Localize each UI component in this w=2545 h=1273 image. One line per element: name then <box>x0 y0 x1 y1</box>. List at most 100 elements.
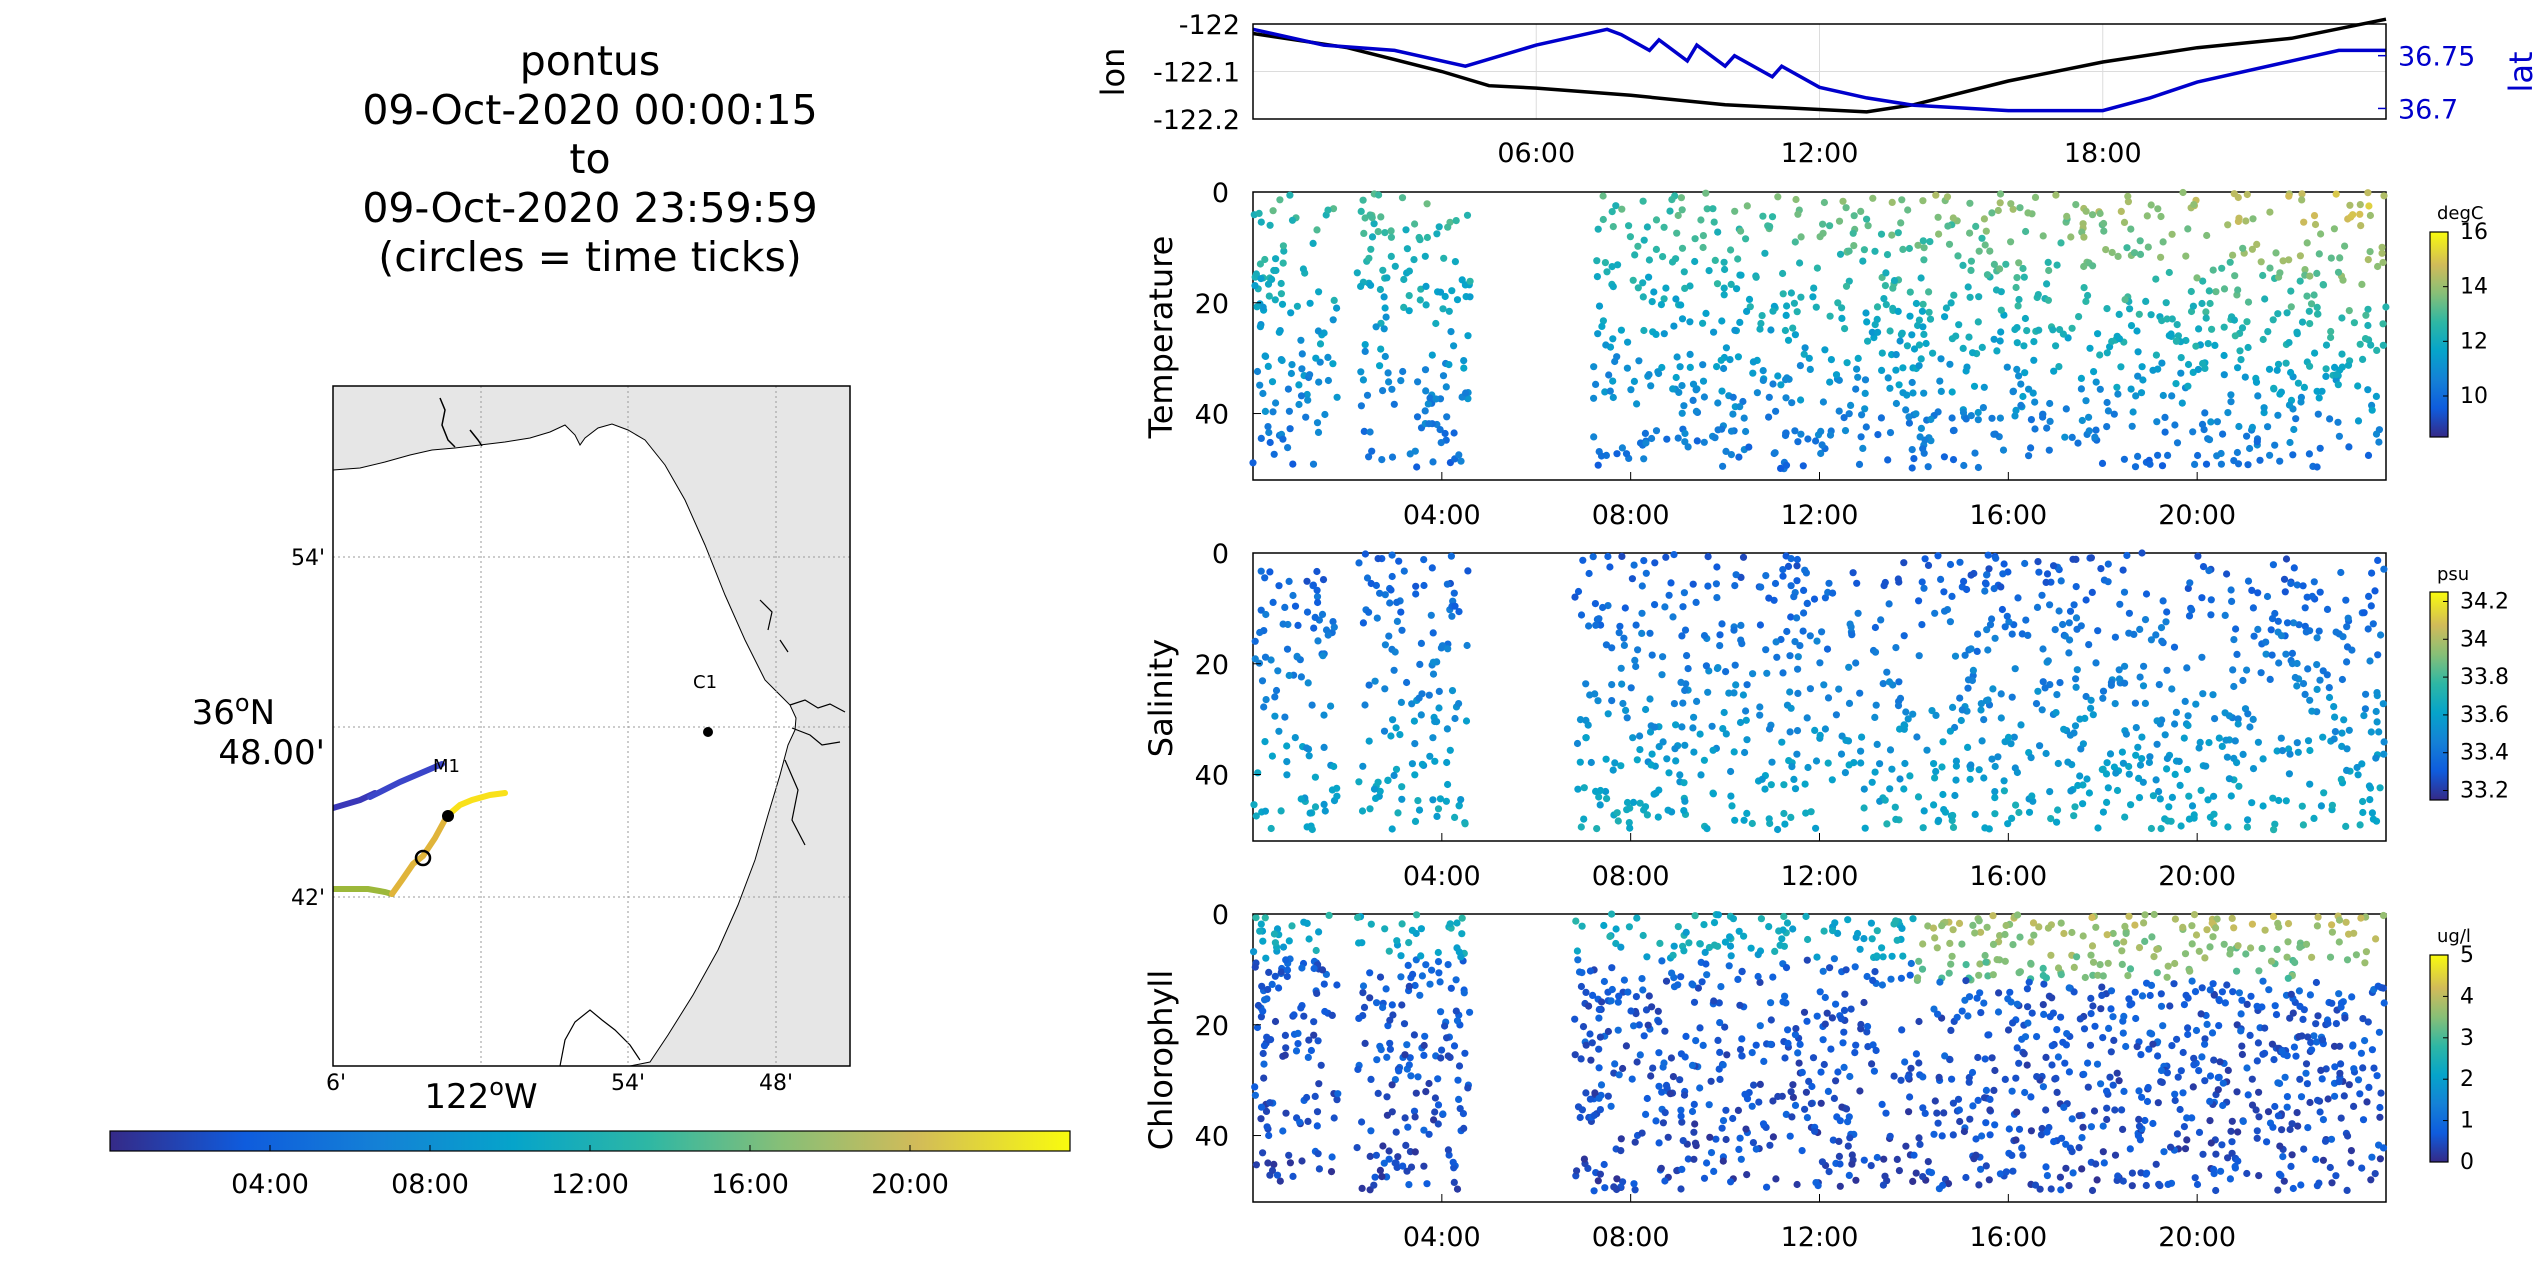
temp-point <box>2135 310 2143 318</box>
chl-point <box>1954 1095 1963 1103</box>
temp-point <box>1605 371 1613 379</box>
temp-point <box>2306 362 2314 370</box>
sal-point <box>1906 772 1914 780</box>
chl-point <box>1977 1165 1985 1173</box>
temp-point <box>2163 315 2171 323</box>
temp-point <box>1884 374 1892 382</box>
temp-point <box>1916 433 1924 441</box>
temp-point <box>1609 223 1617 231</box>
chl-point <box>2201 1077 2209 1085</box>
temp-point <box>2238 324 2247 332</box>
chl-point <box>1601 1184 1609 1192</box>
sal-point <box>1992 554 2000 562</box>
chl-point <box>1842 1105 1851 1113</box>
chl-point <box>1887 975 1895 983</box>
temp-point <box>1804 435 1812 443</box>
sal-point <box>1932 767 1940 776</box>
chl-point <box>2137 1169 2145 1177</box>
temp-point <box>1663 435 1671 443</box>
sal-point <box>1973 647 1981 656</box>
chl-point <box>2299 1015 2307 1024</box>
chl-point <box>2318 1075 2326 1083</box>
chl-point <box>1921 1109 1929 1117</box>
chl-point <box>1417 925 1425 933</box>
chl-point <box>1982 1119 1990 1127</box>
chl-point <box>1304 1117 1312 1125</box>
sal-point <box>1291 602 1300 610</box>
chl-point <box>2119 1125 2127 1133</box>
chl-point <box>1757 915 1765 923</box>
sal-point <box>1576 716 1585 724</box>
temp-point <box>2203 231 2211 240</box>
temp-point <box>1380 325 1388 333</box>
chl-point <box>1743 1171 1751 1179</box>
temp-point <box>2279 257 2287 265</box>
chl-point <box>1902 1142 1910 1150</box>
chl-point <box>2135 944 2144 952</box>
temp-point <box>1463 211 1472 219</box>
chl-point <box>1714 942 1722 950</box>
chl-point <box>2379 1144 2388 1152</box>
chl-point <box>2068 928 2076 937</box>
sal-point <box>2181 697 2189 706</box>
temp-point <box>1729 410 1737 418</box>
sal-point <box>1613 809 1621 817</box>
temp-point <box>1929 349 1937 357</box>
temp-point <box>1672 373 1680 382</box>
sal-point <box>2099 765 2107 773</box>
temp-point <box>1666 207 1674 215</box>
chl-point <box>2359 1116 2368 1124</box>
temp-point <box>2120 455 2128 463</box>
temp-point <box>2110 410 2118 418</box>
temp-point <box>2211 341 2219 349</box>
sal-point <box>2139 682 2148 690</box>
sal-point <box>2233 759 2241 767</box>
chl-point <box>1794 1049 1802 1057</box>
chl-point <box>1405 1061 1413 1069</box>
chl-point <box>2047 1185 2055 1193</box>
sal-point <box>1303 744 1311 752</box>
temp-point <box>1934 213 1942 221</box>
chl-point <box>1747 944 1755 952</box>
sal-point <box>1370 785 1379 793</box>
chl-point <box>2253 1134 2261 1142</box>
sal-point <box>1913 733 1921 741</box>
chl-point <box>1640 1032 1648 1040</box>
chl-point <box>2335 938 2343 946</box>
sal-point <box>2225 712 2233 720</box>
sal-point <box>1415 806 1424 814</box>
sal-point <box>2024 631 2032 640</box>
chl-point <box>1870 1067 1878 1075</box>
temp-point <box>1699 232 1707 240</box>
sal-point <box>2299 821 2307 829</box>
temp-point <box>2226 258 2234 266</box>
chl-point <box>1372 1151 1380 1159</box>
sal-point <box>1309 581 1317 589</box>
sal-point <box>1939 738 1947 746</box>
sal-point <box>1967 571 1975 579</box>
temp-point <box>1787 289 1795 297</box>
temp-point <box>1447 328 1455 336</box>
sal-point <box>2038 706 2046 714</box>
sal-point <box>1376 589 1384 597</box>
sal-point <box>1651 601 1659 609</box>
sal-point <box>1799 627 1807 635</box>
chl-point <box>2057 971 2065 979</box>
chl-point <box>1631 1186 1639 1194</box>
sal-point <box>2035 568 2043 576</box>
sal-point <box>1391 648 1399 656</box>
chl-point <box>2020 1050 2028 1058</box>
temp-point <box>1635 357 1643 365</box>
sal-point <box>2281 588 2289 596</box>
sal-point <box>1398 783 1406 791</box>
temp-point <box>1287 309 1295 317</box>
chl-point <box>1282 1109 1290 1117</box>
temp-point <box>2022 227 2030 236</box>
sal-point <box>2021 559 2029 568</box>
sal-point <box>2122 730 2130 738</box>
temp-point <box>2021 314 2029 323</box>
chl-point <box>2164 962 2172 970</box>
temp-point <box>2345 443 2353 451</box>
sal-point <box>1311 773 1319 781</box>
chl-point <box>2070 988 2078 996</box>
